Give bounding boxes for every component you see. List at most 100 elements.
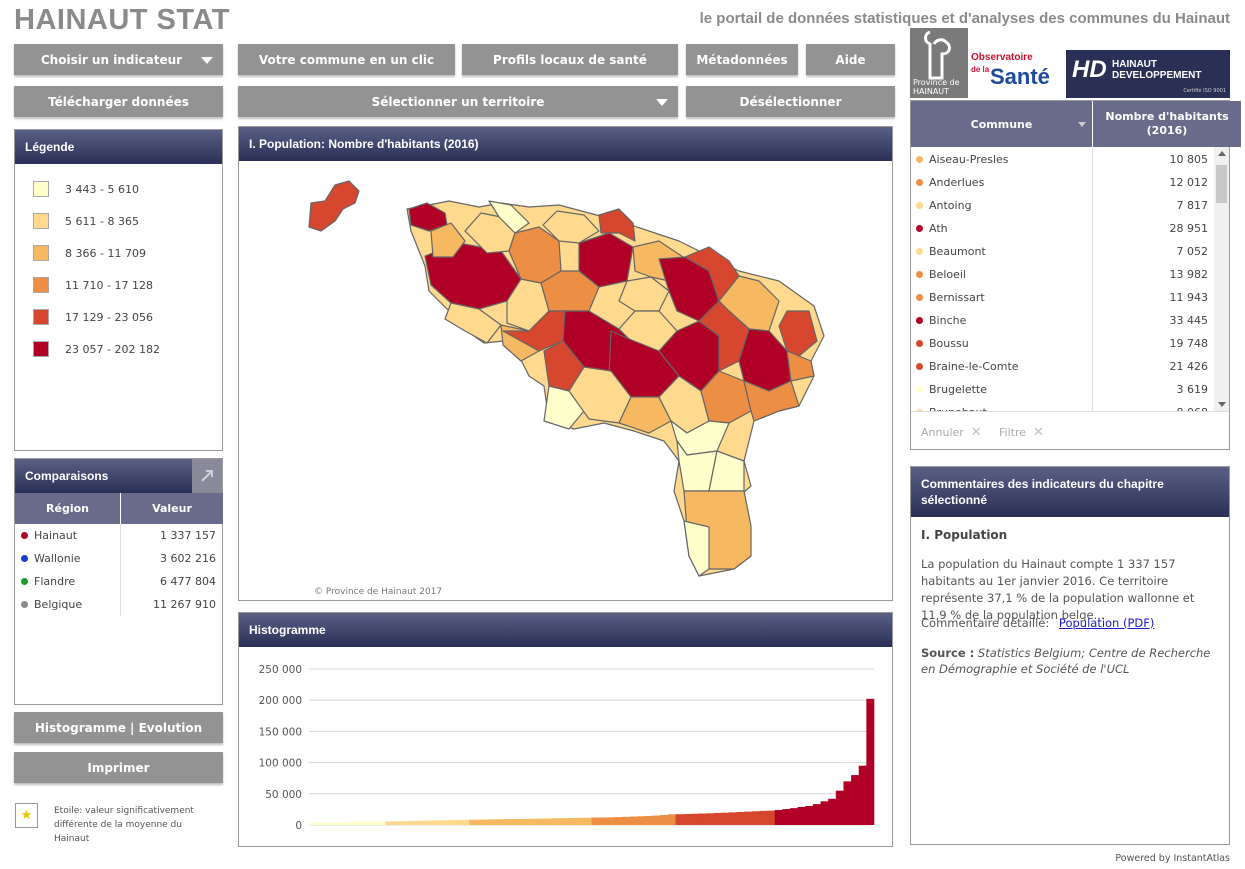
table-row[interactable]: Ath 28 951 <box>911 217 1214 240</box>
table-row[interactable]: Brugelette 3 619 <box>911 378 1214 401</box>
table-row[interactable]: Beaumont 7 052 <box>911 240 1214 263</box>
histogram-bar[interactable] <box>644 815 653 825</box>
histogram-bar[interactable] <box>454 819 463 825</box>
histogram-bar[interactable] <box>553 818 562 825</box>
histogram-bar[interactable] <box>530 818 539 825</box>
histogram-bar[interactable] <box>675 814 684 825</box>
help-button[interactable]: Aide <box>806 44 895 75</box>
histogram-bar[interactable] <box>858 765 867 825</box>
histogram-bar[interactable] <box>843 781 852 825</box>
legend-item[interactable]: 17 129 - 23 056 <box>33 308 153 326</box>
legend-item[interactable]: 23 057 - 202 182 <box>33 340 160 358</box>
histogram-bar[interactable] <box>667 814 676 825</box>
legend-item[interactable]: 3 443 - 5 610 <box>33 180 139 198</box>
histogram-bar[interactable] <box>385 821 394 825</box>
table-row[interactable]: Bernissart 11 943 <box>911 286 1214 309</box>
histogram-evolution-button[interactable]: Histogramme | Evolution <box>14 712 223 743</box>
histogram-bar[interactable] <box>782 809 791 825</box>
histogram-bar[interactable] <box>576 817 585 825</box>
histogram-bar[interactable] <box>637 816 646 825</box>
comparisons-col-region[interactable]: Région <box>15 493 121 524</box>
download-data-button[interactable]: Télécharger données <box>14 86 223 117</box>
table-col-value[interactable]: Nombre d'habitants (2016) <box>1093 101 1241 147</box>
histogram-chart[interactable]: 250 000 200 000 150 000 100 000 50 000 0 <box>239 647 892 846</box>
comparison-row[interactable]: Flandre 6 477 804 <box>15 570 222 593</box>
table-row[interactable]: Anderlues 12 012 <box>911 171 1214 194</box>
histogram-bar[interactable] <box>851 775 860 825</box>
histogram-bar[interactable] <box>324 822 333 825</box>
comparisons-col-value[interactable]: Valeur <box>121 493 223 524</box>
filter-button[interactable]: Filtre ✕ <box>999 425 1044 440</box>
histogram-bar[interactable] <box>759 810 768 825</box>
histogram-bar[interactable] <box>370 821 379 825</box>
histogram-bar[interactable] <box>392 821 401 825</box>
histogram-bar[interactable] <box>423 820 432 825</box>
histogram-bar[interactable] <box>316 822 325 825</box>
histogram-bar[interactable] <box>614 817 623 825</box>
histogram-bar[interactable] <box>805 805 814 825</box>
histogram-bar[interactable] <box>331 822 340 826</box>
comparison-row[interactable]: Hainaut 1 337 157 <box>15 524 222 547</box>
histogram-bar[interactable] <box>492 819 501 825</box>
histogram-bar[interactable] <box>499 819 508 825</box>
hainaut-choropleth-map[interactable] <box>239 161 892 600</box>
histogram-bar[interactable] <box>706 813 714 825</box>
print-button[interactable]: Imprimer <box>14 752 223 783</box>
histogram-bar[interactable] <box>660 815 669 825</box>
histogram-bar[interactable] <box>446 820 455 825</box>
histogram-bar[interactable] <box>790 808 798 825</box>
histogram-bar[interactable] <box>629 816 638 825</box>
histogram-bar[interactable] <box>866 698 875 825</box>
histogram-bar[interactable] <box>812 804 821 825</box>
histogram-bar[interactable] <box>568 818 577 825</box>
health-profiles-button[interactable]: Profils locaux de santé <box>462 44 678 75</box>
histogram-bar[interactable] <box>744 811 753 825</box>
select-territory-dropdown[interactable]: Sélectionner un territoire <box>238 86 678 117</box>
histogram-bar[interactable] <box>835 790 844 825</box>
scroll-up-icon[interactable] <box>1218 151 1226 156</box>
histogram-bar[interactable] <box>476 819 485 825</box>
histogram-bar[interactable] <box>751 811 760 825</box>
histogram-bar[interactable] <box>507 819 516 825</box>
table-row[interactable]: Boussu 19 748 <box>911 332 1214 355</box>
expand-icon[interactable] <box>192 459 222 493</box>
histogram-bar[interactable] <box>797 806 806 825</box>
population-pdf-link[interactable]: Population (PDF) <box>1058 616 1155 630</box>
table-col-commune[interactable]: Commune <box>911 101 1092 147</box>
scroll-down-icon[interactable] <box>1218 402 1226 407</box>
histogram-bar[interactable] <box>515 818 524 825</box>
histogram-bar[interactable] <box>484 819 493 825</box>
comparison-row[interactable]: Belgique 11 267 910 <box>15 593 222 616</box>
histogram-bar[interactable] <box>400 821 409 825</box>
histogram-bar[interactable] <box>339 822 348 825</box>
histogram-bar[interactable] <box>522 818 531 825</box>
histogram-bar[interactable] <box>591 817 600 825</box>
legend-item[interactable]: 11 710 - 17 128 <box>33 276 153 294</box>
histogram-bar[interactable] <box>545 818 554 825</box>
histogram-bar[interactable] <box>767 810 776 825</box>
histogram-bar[interactable] <box>408 820 417 825</box>
choose-indicator-dropdown[interactable]: Choisir un indicateur <box>14 44 223 75</box>
histogram-bar[interactable] <box>469 819 478 825</box>
histogram-bar[interactable] <box>828 798 837 825</box>
legend-item[interactable]: 5 611 - 8 365 <box>33 212 139 230</box>
your-commune-button[interactable]: Votre commune en un clic <box>238 44 455 75</box>
histogram-bar[interactable] <box>713 812 722 825</box>
table-row[interactable]: Beloeil 13 982 <box>911 263 1214 286</box>
histogram-bar[interactable] <box>622 816 630 825</box>
histogram-bar[interactable] <box>728 812 737 825</box>
histogram-bar[interactable] <box>774 810 783 825</box>
histogram-bar[interactable] <box>354 821 363 825</box>
histogram-bar[interactable] <box>606 817 615 825</box>
histogram-bar[interactable] <box>683 814 692 825</box>
table-row[interactable]: Brunehaut 8 068 <box>911 401 1214 411</box>
legend-item[interactable]: 8 366 - 11 709 <box>33 244 146 262</box>
histogram-bar[interactable] <box>438 820 447 825</box>
scrollbar-thumb[interactable] <box>1216 165 1227 203</box>
histogram-bar[interactable] <box>431 820 440 825</box>
table-row[interactable]: Aiseau-Presles 10 805 <box>911 148 1214 171</box>
histogram-bar[interactable] <box>538 818 546 825</box>
comparison-row[interactable]: Wallonie 3 602 216 <box>15 547 222 570</box>
histogram-bar[interactable] <box>583 817 592 825</box>
histogram-bar[interactable] <box>560 818 569 825</box>
